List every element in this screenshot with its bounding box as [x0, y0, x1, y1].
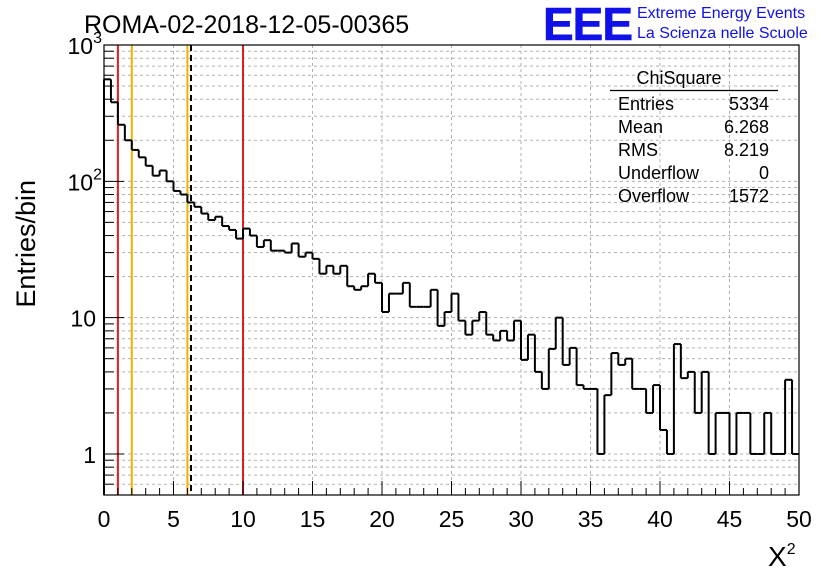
x-axis-label: X2 — [768, 541, 796, 572]
chart-title: ROMA-02-2018-12-05-00365 — [84, 11, 409, 39]
x-tick-label: 35 — [578, 506, 604, 532]
reference-lines — [116, 45, 244, 495]
x-tick-label: 45 — [717, 506, 743, 532]
stats-row-value: 1572 — [729, 186, 769, 206]
stats-row-value: 0 — [759, 163, 769, 183]
x-tick-label: 25 — [439, 506, 465, 532]
x-tick-label: 10 — [230, 506, 256, 532]
logo-line2: La Scienza nelle Scuole — [637, 25, 808, 42]
stats-row-label: Underflow — [618, 163, 700, 183]
stats-row-label: RMS — [618, 140, 658, 160]
x-tick-label: 50 — [786, 506, 812, 532]
x-tick-label: 0 — [98, 506, 111, 532]
axis-ticks — [103, 44, 800, 496]
y-tick-label: 102 — [68, 166, 103, 195]
logo-letters: EEE — [543, 0, 632, 50]
x-tick-label: 20 — [369, 506, 395, 532]
x-tick-label: 15 — [300, 506, 326, 532]
stats-row-label: Overflow — [618, 186, 690, 206]
logo-line1: Extreme Energy Events — [637, 5, 805, 22]
y-tick-label: 1 — [83, 442, 96, 468]
x-tick-label: 30 — [508, 506, 534, 532]
stats-title: ChiSquare — [636, 68, 721, 88]
x-tick-label: 5 — [167, 506, 180, 532]
y-tick-label: 103 — [68, 30, 103, 59]
stats-row-value: 5334 — [729, 94, 769, 114]
histogram — [103, 78, 799, 495]
y-axis-label: Entries/bin — [11, 180, 41, 308]
stats-row-value: 6.268 — [724, 117, 769, 137]
grid-lines — [104, 45, 799, 495]
stats-row-label: Mean — [618, 117, 663, 137]
stats-box: ChiSquare Entries 5334 Mean 6.268 RMS 8.219 Un… — [610, 68, 778, 206]
stats-row-value: 8.219 — [724, 140, 769, 160]
tick-labels: 0 5 10 15 20 25 30 35 40 45 50 1 10 102 103 — [68, 30, 812, 532]
eee-logo: EEE Extreme Energy Events La Scienza nel… — [543, 0, 808, 50]
x-tick-label: 40 — [647, 506, 673, 532]
y-tick-label: 10 — [70, 306, 96, 332]
stats-row-label: Entries — [618, 94, 674, 114]
